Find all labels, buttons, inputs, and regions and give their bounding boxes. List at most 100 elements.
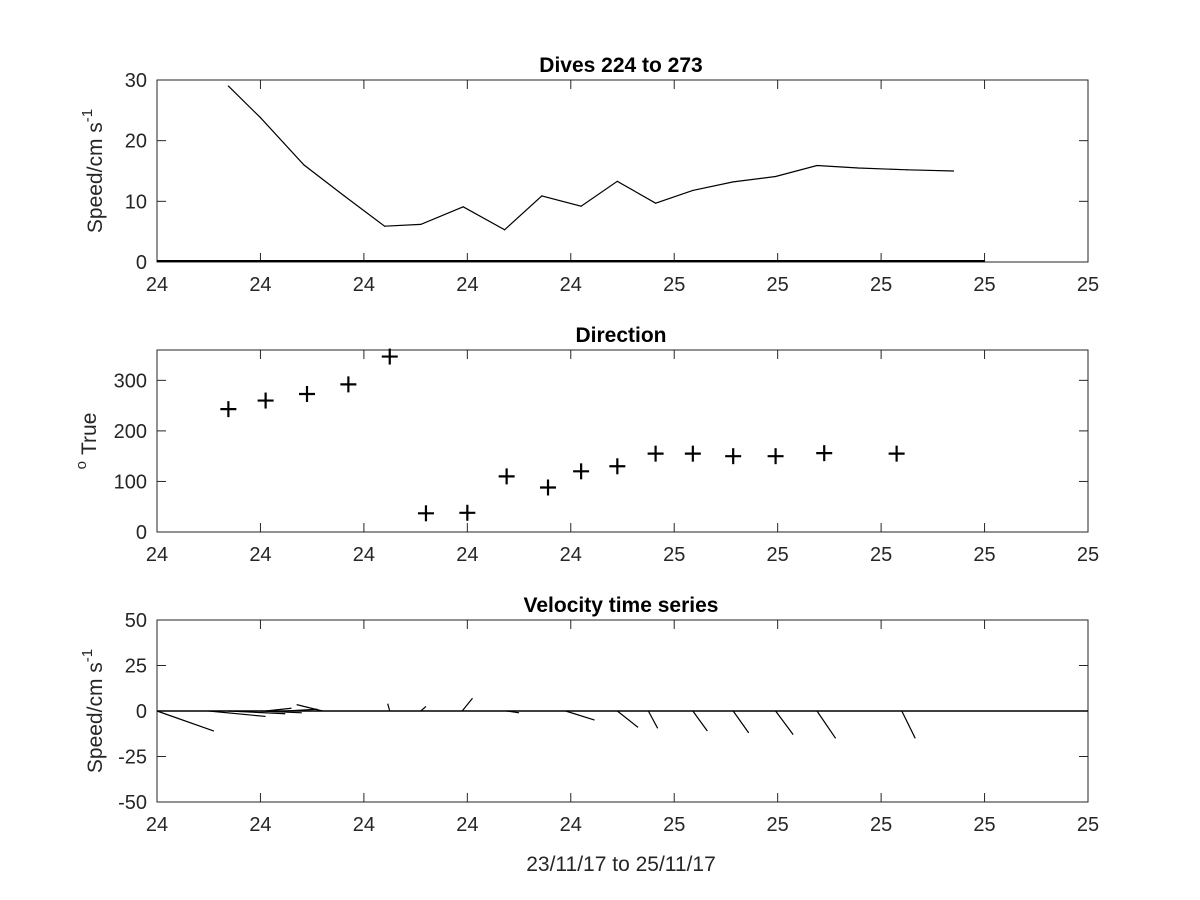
direction-ytick-label: 0 bbox=[136, 522, 147, 544]
speed-point bbox=[906, 169, 908, 171]
speed-ytick-label: 30 bbox=[125, 70, 147, 92]
direction-point bbox=[725, 448, 742, 465]
velocity-stick bbox=[901, 710, 916, 739]
speed-point bbox=[541, 195, 543, 197]
direction-point bbox=[498, 468, 515, 485]
speed-point bbox=[383, 225, 386, 227]
direction-point bbox=[767, 448, 784, 465]
speed-point bbox=[952, 170, 955, 172]
direction-point bbox=[816, 445, 833, 462]
velocity-stick bbox=[265, 707, 292, 712]
velocity-ytick-label: -25 bbox=[118, 747, 147, 769]
velocity-stick bbox=[296, 704, 323, 712]
speed-ylabel-group: Speed/cm s-1 bbox=[79, 109, 107, 233]
velocity-xtick-label: 24 bbox=[456, 814, 478, 836]
speed-xtick-label: 25 bbox=[870, 274, 892, 296]
direction-point bbox=[609, 458, 626, 475]
velocity-xtick-label: 24 bbox=[560, 814, 582, 836]
speed-xtick-label: 25 bbox=[973, 274, 995, 296]
direction-point bbox=[340, 376, 357, 393]
speed-point bbox=[259, 117, 262, 119]
velocity-stick bbox=[616, 710, 639, 728]
speed-point bbox=[692, 189, 694, 192]
speed-ytick-label: 0 bbox=[136, 252, 147, 274]
velocity-ylabel: Speed/cm s-1 bbox=[79, 649, 107, 773]
direction-xtick-label: 24 bbox=[560, 544, 582, 566]
direction-xtick-label: 25 bbox=[663, 544, 685, 566]
direction-ylabel-prefix: o bbox=[73, 461, 90, 469]
direction-point bbox=[298, 385, 315, 402]
speed-point bbox=[857, 167, 859, 169]
velocity-stick bbox=[506, 710, 520, 714]
direction-ylabel-group: o True bbox=[73, 413, 101, 470]
velocity-stick bbox=[156, 710, 215, 732]
speed-xtick-label: 24 bbox=[146, 274, 168, 296]
direction-ylabel-text: True bbox=[78, 413, 101, 455]
velocity-stick bbox=[732, 710, 750, 734]
speed-panel-title: Dives 224 to 273 bbox=[539, 54, 702, 77]
velocity-stick bbox=[565, 710, 595, 721]
direction-point bbox=[540, 479, 557, 496]
direction-xtick-label: 24 bbox=[249, 544, 271, 566]
speed-ylabel-text: Speed/cm s bbox=[84, 122, 107, 233]
speed-ylabel: Speed/cm s-1 bbox=[79, 109, 107, 233]
speed-xtick-label: 24 bbox=[249, 274, 271, 296]
direction-point bbox=[684, 445, 701, 462]
velocity-stick bbox=[775, 710, 794, 736]
direction-panel: Direction 24 24 24 24 24 25 25 25 25 25 0 100 200 300… bbox=[73, 324, 1099, 566]
velocity-stick bbox=[816, 710, 837, 739]
speed-point bbox=[462, 206, 464, 208]
velocity-panel: Velocity time series 24 24 24 24 24 25 25 25 25 2… bbox=[79, 594, 1099, 836]
figure-xlabel: 23/11/17 to 25/11/17 bbox=[526, 853, 716, 876]
direction-xtick-label: 25 bbox=[973, 544, 995, 566]
direction-xtick-label: 24 bbox=[353, 544, 375, 566]
direction-point bbox=[888, 445, 905, 462]
velocity-xtick-label: 25 bbox=[1077, 814, 1099, 836]
direction-xtick-label: 24 bbox=[146, 544, 168, 566]
direction-ytick-label: 100 bbox=[114, 471, 147, 493]
speed-point bbox=[580, 205, 582, 207]
velocity-ylabel-group: Speed/cm s-1 bbox=[79, 649, 107, 773]
speed-point bbox=[420, 223, 422, 225]
speed-point bbox=[732, 181, 734, 183]
direction-point bbox=[459, 504, 476, 521]
velocity-stick bbox=[228, 710, 286, 715]
velocity-xtick-label: 24 bbox=[249, 814, 271, 836]
direction-ytick-label: 200 bbox=[114, 421, 147, 443]
speed-ytick-label: 10 bbox=[125, 191, 147, 213]
direction-plot-area bbox=[156, 349, 1089, 533]
speed-point bbox=[343, 195, 345, 197]
direction-point bbox=[381, 348, 398, 365]
velocity-stick bbox=[647, 710, 659, 729]
velocity-stick bbox=[387, 703, 391, 712]
speed-xtick-label: 25 bbox=[663, 274, 685, 296]
velocity-stick bbox=[208, 710, 266, 718]
speed-panel: Dives 224 to 273 24 24 24 24 24 25 25 25 25 25 0 10… bbox=[79, 54, 1099, 296]
direction-xtick-label: 24 bbox=[456, 544, 478, 566]
speed-point bbox=[616, 180, 618, 182]
direction-point bbox=[417, 505, 434, 522]
speed-point bbox=[774, 175, 777, 178]
velocity-stick bbox=[420, 705, 427, 712]
direction-point bbox=[647, 445, 664, 462]
velocity-ylabel-exponent: -1 bbox=[79, 649, 96, 662]
speed-xtick-label: 25 bbox=[767, 274, 789, 296]
speed-xtick-label: 24 bbox=[353, 274, 375, 296]
velocity-panel-title: Velocity time series bbox=[524, 594, 719, 617]
speed-xtick-label: 24 bbox=[456, 274, 478, 296]
speed-ylabel-exponent: -1 bbox=[79, 109, 96, 122]
direction-ylabel: o True bbox=[73, 413, 101, 470]
speed-point bbox=[816, 164, 818, 167]
velocity-xtick-label: 25 bbox=[767, 814, 789, 836]
velocity-ytick-label: -50 bbox=[118, 792, 147, 814]
direction-ytick-label: 300 bbox=[114, 370, 147, 392]
speed-xtick-label: 25 bbox=[1077, 274, 1099, 296]
direction-point bbox=[257, 392, 274, 409]
velocity-xtick-label: 24 bbox=[353, 814, 375, 836]
direction-point bbox=[573, 463, 590, 480]
direction-panel-title: Direction bbox=[575, 324, 666, 347]
direction-xtick-label: 25 bbox=[767, 544, 789, 566]
direction-xtick-label: 25 bbox=[1077, 544, 1099, 566]
speed-ytick-label: 20 bbox=[125, 131, 147, 153]
